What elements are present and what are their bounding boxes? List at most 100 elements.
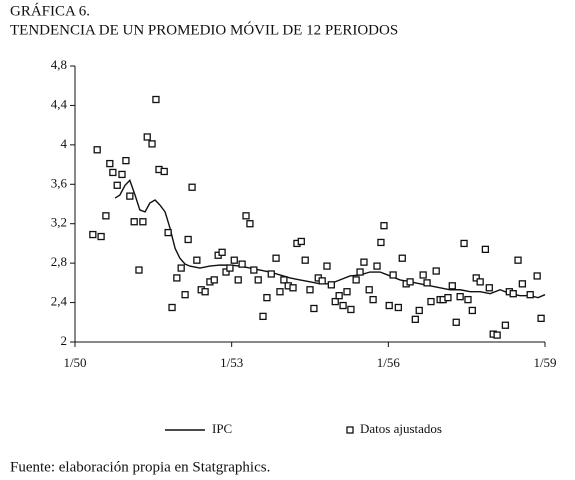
data-point <box>427 297 435 306</box>
data-point <box>419 271 427 279</box>
data-point <box>356 268 364 276</box>
data-point <box>184 235 192 244</box>
data-point <box>472 274 480 282</box>
data-point <box>246 220 254 228</box>
data-point <box>415 306 423 315</box>
data-point <box>385 301 393 310</box>
x-tick-label: 1/53 <box>220 355 243 370</box>
data-point <box>201 288 209 296</box>
x-tick-label: 1/50 <box>63 355 86 370</box>
data-point <box>210 276 218 284</box>
y-tick-label: 4,8 <box>51 57 67 72</box>
data-point <box>263 293 271 302</box>
data-point <box>226 264 234 272</box>
data-point <box>456 293 464 301</box>
data-point <box>380 222 388 230</box>
data-point <box>476 278 484 286</box>
data-point <box>122 156 130 165</box>
data-point <box>518 280 527 288</box>
chart-subtitle: TENDENCIA DE UN PROMEDIO MÓVIL DE 12 PER… <box>10 21 398 38</box>
data-point <box>369 295 377 304</box>
data-point <box>181 291 189 299</box>
data-point <box>242 212 250 220</box>
y-tick-label: 2,4 <box>51 294 68 309</box>
data-point <box>102 212 110 220</box>
data-point <box>97 232 105 241</box>
data-point <box>526 291 534 299</box>
data-point <box>331 297 339 306</box>
data-point <box>360 258 368 266</box>
data-point <box>164 228 172 237</box>
data-point <box>152 95 160 104</box>
data-point <box>106 159 114 168</box>
data-point <box>143 133 151 141</box>
legend-label: IPC <box>212 421 232 436</box>
data-point <box>93 146 101 154</box>
data-point <box>173 274 181 282</box>
data-point <box>297 237 305 246</box>
data-point <box>460 239 468 248</box>
data-point <box>432 267 440 275</box>
data-point <box>301 256 309 264</box>
trend-line <box>114 179 546 299</box>
data-point <box>238 260 246 268</box>
data-point <box>160 167 168 176</box>
data-point <box>177 264 185 272</box>
data-point <box>352 276 360 284</box>
data-point <box>343 288 351 296</box>
y-tick-label: 3,2 <box>51 215 67 230</box>
data-point <box>323 262 331 270</box>
data-point <box>365 286 373 294</box>
data-point <box>493 331 501 339</box>
legend-label: Datos ajustados <box>360 421 442 436</box>
data-point <box>250 266 258 274</box>
data-point <box>318 277 326 285</box>
data-point <box>130 218 138 226</box>
data-point <box>168 303 176 312</box>
data-point <box>267 270 275 278</box>
data-point <box>254 276 262 284</box>
data-point <box>193 256 201 264</box>
source-note: Fuente: elaboración propia en Statgraphi… <box>10 459 270 475</box>
data-point <box>444 293 452 302</box>
data-point <box>218 248 226 256</box>
data-point <box>537 314 545 322</box>
data-point <box>280 276 288 284</box>
data-point <box>339 301 347 310</box>
data-point <box>464 295 472 304</box>
data-point <box>272 254 280 262</box>
x-tick-label: 1/59 <box>533 355 556 370</box>
data-point <box>118 170 126 179</box>
data-point <box>230 256 238 264</box>
y-tick-label: 2 <box>61 333 68 348</box>
data-point <box>406 278 414 286</box>
data-point <box>276 288 284 296</box>
data-point <box>89 230 97 239</box>
y-tick-label: 4 <box>61 136 68 151</box>
data-point <box>501 321 510 329</box>
chart-title: GRÁFICA 6. <box>10 2 90 19</box>
data-point <box>468 306 476 315</box>
data-point <box>514 256 522 264</box>
data-point <box>259 312 267 321</box>
data-point <box>448 282 456 290</box>
data-point <box>148 140 156 148</box>
data-point <box>109 168 117 177</box>
data-point <box>485 284 493 292</box>
data-point <box>389 271 397 279</box>
data-point <box>394 303 402 312</box>
data-point <box>481 245 490 253</box>
data-point <box>509 290 517 298</box>
data-point <box>347 305 355 314</box>
data-point <box>139 218 147 226</box>
data-point <box>377 238 385 247</box>
data-point <box>423 279 431 287</box>
data-point <box>327 281 335 289</box>
data-point <box>126 192 134 200</box>
y-tick-label: 3,6 <box>51 175 68 190</box>
data-point <box>533 272 541 280</box>
data-point <box>289 284 297 292</box>
data-point <box>234 276 242 284</box>
data-point <box>135 266 143 274</box>
